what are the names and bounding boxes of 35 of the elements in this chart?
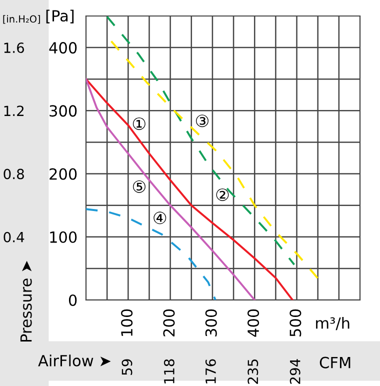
line-series	[86, 78, 256, 300]
line-series	[106, 16, 296, 266]
series-label: ⑤	[132, 180, 146, 193]
line-series	[86, 78, 294, 300]
y2-tick-label: 1.6	[4, 42, 24, 54]
line-series	[86, 208, 216, 300]
y-tick-label: 200	[50, 168, 77, 180]
x-axis-title: m³/h	[316, 317, 350, 330]
series-label: ①	[132, 117, 146, 130]
x2-tick-label: 294	[290, 359, 300, 384]
x-tick-label: 200	[163, 309, 175, 336]
x2-tick-label: 59	[122, 359, 132, 375]
text: AirFlow ➤	[38, 354, 111, 366]
y2-tick-label: 1.2	[4, 106, 24, 116]
series-label: ②	[216, 188, 229, 201]
y-tick-label: 100	[50, 231, 77, 243]
y-axis-title: [Pa]	[46, 10, 74, 24]
y-tick-label: 400	[49, 42, 77, 54]
text: Pressure ➤	[20, 260, 32, 342]
y-tick-label: 0	[68, 294, 77, 306]
x2-axis-title: CFM	[320, 356, 350, 368]
y2-axis-title: [in.H₂O]	[3, 15, 40, 24]
x-tick-label: 300	[205, 309, 217, 336]
x2-tick-label: 235	[248, 360, 258, 384]
x-tick-label: 100	[121, 309, 133, 336]
line-series	[110, 40, 320, 281]
y2-tick-label: 0.8	[4, 168, 24, 180]
x-tick-label: 500	[290, 309, 302, 336]
x2-tick-label: 176	[205, 359, 216, 384]
x2-tick-label: 118	[164, 359, 174, 384]
series-label: ④	[154, 212, 166, 224]
y2-tick-label: 0.4	[4, 232, 24, 242]
y-tick-label: 300	[50, 105, 77, 117]
series-label: ③	[196, 114, 208, 128]
x-tick-label: 400	[247, 309, 260, 337]
